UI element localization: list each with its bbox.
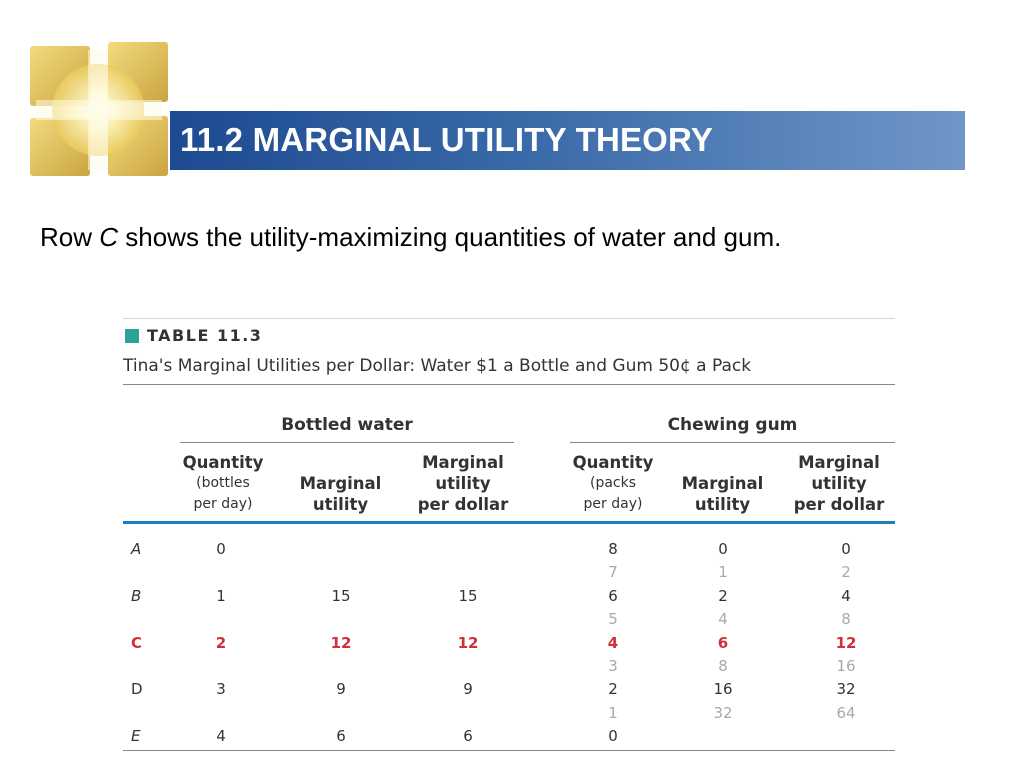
row-label-b: B [131, 586, 142, 605]
header-gum-quantity-sub1: (packs [589, 475, 637, 491]
cell-gq: 4 [607, 633, 619, 652]
cell-gmu: 32 [713, 703, 733, 722]
cell-gmupd: 2 [841, 563, 851, 582]
header-water-mupd-1: Marginal [422, 453, 504, 472]
cell-gmu: 2 [718, 586, 728, 605]
header-gum-mupd-3: per dollar [793, 495, 885, 514]
header-water-mupd-2: utility [435, 474, 491, 493]
header-gum-mu: Marginal utility [670, 473, 775, 515]
header-water-mupd-3: per dollar [417, 495, 509, 514]
cell-wmu: 15 [331, 586, 351, 605]
cell-wmu: 9 [336, 680, 346, 699]
cell-wq: 1 [216, 586, 226, 605]
header-water-quantity: Quantity (bottles per day) [168, 452, 278, 515]
cell-gq: 5 [608, 610, 618, 629]
group-water-rule [180, 442, 514, 443]
cell-wq: 4 [216, 727, 226, 746]
header-water-quantity-sub2: per day) [193, 496, 253, 512]
header-gum-mu-1: Marginal [681, 474, 764, 493]
table-label: TABLE 11.3 [147, 326, 263, 345]
subtitle-italic-row: C [99, 222, 119, 252]
header-water-quantity-sub1: (bottles [196, 475, 250, 491]
header-gum-mupd-1: Marginal [798, 453, 880, 472]
cell-gq: 3 [608, 657, 618, 675]
cell-gq: 1 [608, 703, 618, 722]
slide-title: 11.2 MARGINAL UTILITY THEORY [180, 121, 714, 158]
cell-gq: 7 [608, 563, 618, 582]
header-gum-mu-2: utility [694, 495, 751, 514]
header-water-mupd: Marginal utility per dollar [408, 452, 518, 515]
cell-gmu: 4 [718, 610, 728, 629]
subtitle-pre: Row [40, 222, 100, 252]
cell-gq: 2 [608, 680, 618, 699]
row-label-e: E [131, 727, 141, 746]
header-gum-mupd-2: utility [811, 474, 867, 493]
cell-wmu: 6 [336, 727, 346, 746]
header-gum-quantity-title: Quantity [572, 453, 654, 472]
table-label-square [125, 329, 139, 343]
table-caption: Tina's Marginal Utilities per Dollar: Wa… [123, 356, 752, 376]
header-water-mu-2: utility [312, 495, 369, 514]
table-top-rule [123, 318, 895, 319]
cell-gmupd: 16 [836, 657, 856, 675]
header-water-mu-1: Marginal [299, 474, 382, 493]
cell-gq: 0 [608, 727, 618, 746]
subtitle-post: shows the utility-maximizing quantities … [118, 222, 782, 252]
caption-rule [123, 384, 895, 385]
cell-gq: 8 [608, 540, 618, 558]
header-gum-mupd: Marginal utility per dollar [783, 452, 895, 515]
cell-gmupd: 64 [836, 703, 856, 722]
cell-wmu: 12 [330, 633, 352, 652]
cell-wq: 2 [215, 633, 227, 652]
cell-wq: 0 [216, 540, 226, 558]
logo [26, 40, 172, 180]
cell-gmu: 6 [717, 633, 729, 652]
header-gum-quantity: Quantity (packs per day) [558, 452, 668, 515]
cell-gmu: 1 [718, 563, 728, 582]
row-label-a: A [131, 540, 142, 558]
cell-gmupd: 0 [841, 540, 851, 558]
utility-table: TABLE 11.3 Tina's Marginal Utilities per… [123, 318, 895, 758]
row-label-c: C [131, 633, 143, 652]
slide-subtitle: Row C shows the utility-maximizing quant… [40, 222, 781, 253]
group-gum-rule [570, 442, 895, 443]
cell-wmupd: 12 [457, 633, 479, 652]
cell-gmupd: 4 [841, 586, 851, 605]
table-bottom-rule [123, 750, 895, 751]
title-banner: 11.2 MARGINAL UTILITY THEORY [170, 111, 965, 170]
cell-gmupd: 12 [835, 633, 857, 652]
cell-gmu: 0 [718, 540, 728, 558]
cell-gmupd: 8 [841, 610, 851, 629]
group-bottled-water: Bottled water [281, 415, 413, 435]
header-rule [123, 521, 895, 524]
cell-wmupd: 9 [463, 680, 473, 699]
cell-gmu: 8 [718, 657, 728, 675]
header-water-mu: Marginal utility [288, 473, 393, 515]
header-water-quantity-title: Quantity [182, 453, 264, 472]
cell-gq: 6 [608, 586, 618, 605]
row-label-d: D [131, 680, 143, 699]
header-gum-quantity-sub2: per day) [583, 496, 643, 512]
cell-wq: 3 [216, 680, 226, 699]
cell-wmupd: 15 [458, 586, 478, 605]
cell-gmupd: 32 [836, 680, 856, 699]
group-chewing-gum: Chewing gum [667, 415, 798, 435]
cell-gmu: 16 [713, 680, 733, 699]
cell-wmupd: 6 [463, 727, 473, 746]
